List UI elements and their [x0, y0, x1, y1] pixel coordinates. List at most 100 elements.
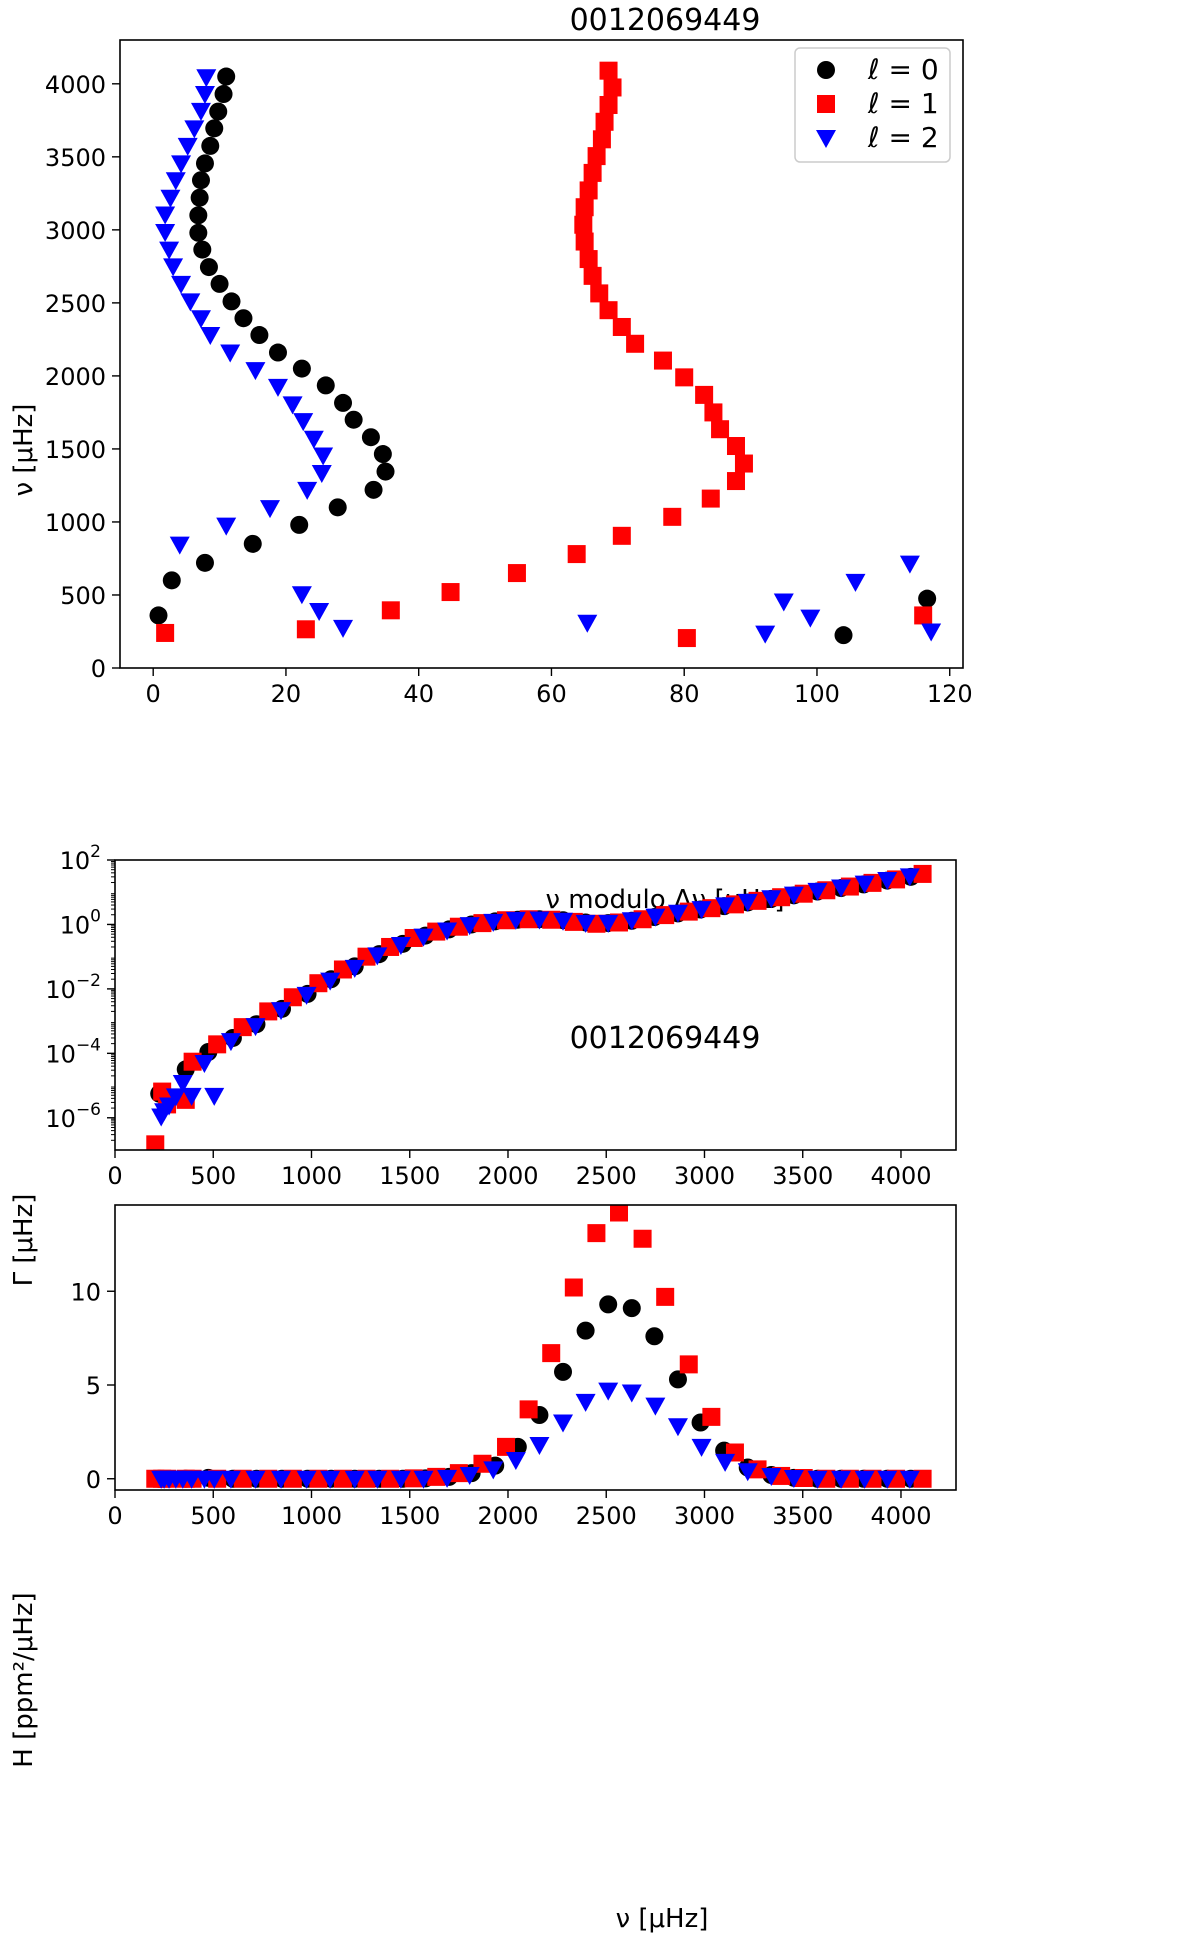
- height-point-l2: [245, 1470, 266, 1489]
- echelle-point-l0: [189, 223, 208, 242]
- echelle-point-l1: [599, 301, 618, 320]
- echelle-point-l2: [755, 625, 776, 644]
- echelle-point-l1: [734, 454, 753, 473]
- linewidth-point-l1: [233, 1018, 252, 1037]
- echelle-point-l1: [914, 606, 933, 625]
- height-point-l1: [519, 1400, 538, 1419]
- echelle-point-l0: [344, 410, 363, 429]
- echelle-point-l1: [599, 61, 618, 80]
- height-point-l1: [610, 1205, 629, 1222]
- echelle-point-l2: [311, 465, 332, 484]
- height-point-l2: [645, 1397, 666, 1416]
- linewidth-point-l2: [194, 1055, 215, 1074]
- echelle-point-l2: [267, 378, 288, 397]
- echelle-point-l0: [205, 119, 224, 138]
- echelle-point-l2: [216, 517, 237, 536]
- height-point-l1: [587, 1224, 606, 1243]
- echelle-y-tick-label: 3500: [45, 144, 106, 172]
- height-point-l1: [656, 1287, 675, 1306]
- echelle-point-l0: [193, 240, 212, 259]
- height-point-l2: [296, 1470, 317, 1489]
- height-point-l1: [542, 1344, 561, 1363]
- height-x-tick-label: 500: [190, 1502, 236, 1530]
- linewidth-point-l2: [204, 1087, 225, 1106]
- echelle-point-l2: [171, 275, 192, 294]
- height-x-tick-label: 3500: [772, 1502, 833, 1530]
- linewidth-x-tick-label: 2500: [576, 1162, 637, 1190]
- height-point-l2: [529, 1437, 550, 1455]
- height-x-tick-label: 4000: [870, 1502, 931, 1530]
- linewidth-point-l2: [831, 879, 852, 898]
- linewidth-x-tick-label: 1000: [281, 1162, 342, 1190]
- linewidth-y-tick-label: 10−6: [45, 1100, 101, 1133]
- height-point-l2: [367, 1470, 388, 1489]
- echelle-point-l0: [201, 136, 220, 155]
- echelle-point-l1: [595, 112, 614, 131]
- linewidth-point-l2: [598, 914, 619, 933]
- height-point-l1: [564, 1278, 583, 1297]
- height-point-l2: [320, 1470, 341, 1489]
- linewidth-point-l2: [761, 890, 782, 909]
- echelle-point-l2: [159, 241, 180, 260]
- linewidth-point-l2: [165, 1088, 186, 1107]
- echelle-point-l2: [220, 344, 241, 363]
- linewidth-point-l2: [899, 868, 920, 887]
- linewidth-point-l2: [181, 1087, 202, 1106]
- echelle-point-l2: [194, 86, 215, 105]
- echelle-title: 0012069449: [570, 3, 761, 38]
- echelle-point-l2: [921, 623, 942, 642]
- height-point-l0: [599, 1295, 618, 1314]
- echelle-x-tick-label: 40: [403, 680, 434, 708]
- linewidth-x-tick-label: 3000: [674, 1162, 735, 1190]
- echelle-point-l2: [297, 481, 318, 500]
- height-point-l2: [854, 1470, 875, 1489]
- linewidth-x-tick-label: 3500: [772, 1162, 833, 1190]
- echelle-point-l2: [845, 573, 866, 592]
- echelle-point-l1: [612, 317, 631, 336]
- echelle-point-l2: [171, 155, 192, 174]
- linewidth-point-l2: [691, 901, 712, 920]
- height-point-l1: [259, 1469, 278, 1488]
- echelle-point-l1: [677, 629, 696, 648]
- legend-label-l1: ℓ = 1: [867, 87, 939, 120]
- echelle-point-l1: [612, 526, 631, 545]
- echelle-point-l1: [653, 351, 672, 370]
- echelle-point-l1: [590, 284, 609, 303]
- echelle-point-l1: [296, 620, 315, 639]
- linewidth-point-l2: [390, 937, 411, 956]
- echelle-y-tick-label: 2000: [45, 363, 106, 391]
- echelle-point-l1: [441, 583, 460, 602]
- linewidth-point-l2: [245, 1018, 266, 1037]
- height-point-l0: [622, 1299, 641, 1318]
- echelle-point-l1: [704, 403, 723, 422]
- linewidth-point-l2: [715, 897, 736, 916]
- linewidth-point-l2: [807, 882, 828, 901]
- height-point-l2: [553, 1414, 574, 1433]
- echelle-y-tick-label: 3000: [45, 217, 106, 245]
- echelle-point-l2: [577, 614, 598, 633]
- echelle-point-l1: [599, 95, 618, 114]
- legend-label-l2: ℓ = 2: [867, 121, 939, 154]
- echelle-series-l0: [149, 67, 937, 645]
- height-point-l2: [877, 1470, 898, 1489]
- echelle-point-l0: [268, 343, 287, 362]
- echelle-point-l2: [165, 172, 186, 191]
- linewidth-point-l1: [283, 988, 302, 1007]
- echelle-point-l0: [834, 626, 853, 645]
- linewidth-point-l1: [259, 1002, 278, 1021]
- echelle-series-l1: [156, 61, 933, 648]
- echelle-point-l2: [184, 120, 205, 139]
- echelle-y-tick-label: 2500: [45, 290, 106, 318]
- height-axes-frame: [114, 1204, 957, 1491]
- height-x-tick-label: 1500: [379, 1502, 440, 1530]
- echelle-point-l1: [583, 163, 602, 182]
- echelle-point-l2: [899, 555, 920, 574]
- linewidth-title: 0012069449: [570, 1021, 761, 1056]
- linewidth-point-l2: [437, 922, 458, 941]
- echelle-point-l2: [282, 396, 303, 415]
- height-point-l2: [737, 1463, 758, 1482]
- echelle-point-l1: [579, 181, 598, 200]
- legend-marker-l1: [817, 95, 835, 113]
- echelle-point-l1: [579, 250, 598, 269]
- linewidth-y-tick-label: 10−2: [45, 971, 101, 1004]
